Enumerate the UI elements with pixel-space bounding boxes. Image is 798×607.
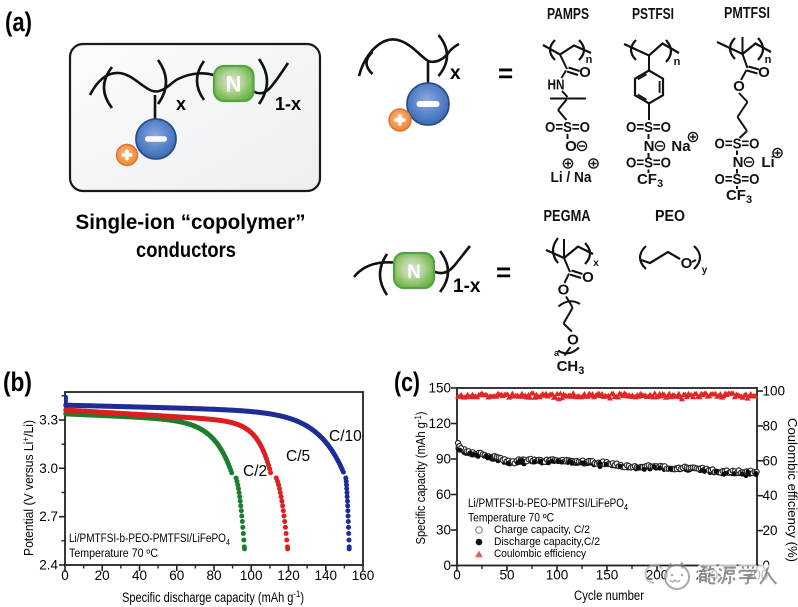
svg-text:N: N <box>407 262 421 283</box>
svg-text:20: 20 <box>95 568 110 583</box>
svg-text:60: 60 <box>169 568 184 583</box>
svg-text:0: 0 <box>61 568 69 583</box>
svg-text:Li / Na: Li / Na <box>551 169 593 186</box>
svg-text:x: x <box>450 63 461 84</box>
svg-text:C/10: C/10 <box>329 428 362 445</box>
svg-text:(c): (c) <box>394 367 420 397</box>
svg-text:0: 0 <box>443 558 451 573</box>
svg-text:3.3: 3.3 <box>39 413 58 428</box>
svg-text:(a): (a) <box>5 7 32 37</box>
svg-text:Cycle number: Cycle number <box>574 588 644 603</box>
svg-text:conductors: conductors <box>136 238 236 262</box>
svg-text:PEGMA: PEGMA <box>544 208 591 225</box>
svg-text:O=S=O: O=S=O <box>715 171 760 188</box>
svg-text:PEO: PEO <box>655 208 685 225</box>
svg-text:O=S=O: O=S=O <box>626 119 671 136</box>
svg-text:HN: HN <box>548 77 565 94</box>
svg-text:O: O <box>582 269 594 286</box>
svg-text:a: a <box>554 348 560 358</box>
svg-text:120: 120 <box>277 568 300 583</box>
svg-text:100: 100 <box>240 568 263 583</box>
svg-text:N: N <box>226 72 242 97</box>
svg-text:150: 150 <box>428 381 451 396</box>
svg-text:CF3: CF3 <box>726 187 752 206</box>
svg-text:30: 30 <box>436 523 451 538</box>
svg-text:N: N <box>644 138 655 155</box>
svg-text:y: y <box>702 265 708 276</box>
svg-text:Specific discharge capacity (m: Specific discharge capacity (mAh g-1) <box>122 589 304 605</box>
svg-text:N: N <box>733 154 744 171</box>
svg-text:CF3: CF3 <box>637 171 663 190</box>
svg-text:3.0: 3.0 <box>39 461 58 476</box>
svg-text:60: 60 <box>436 487 451 502</box>
svg-text:Na: Na <box>671 138 691 155</box>
svg-text:90: 90 <box>436 452 451 467</box>
svg-text:120: 120 <box>428 416 451 431</box>
svg-text:Single-ion “copolymer”: Single-ion “copolymer” <box>76 210 306 234</box>
svg-text:Temperature 70 ºC: Temperature 70 ºC <box>468 513 554 525</box>
svg-text:Temperature 70 ºC: Temperature 70 ºC <box>69 548 158 560</box>
svg-text:PSTFSI: PSTFSI <box>632 6 674 23</box>
svg-text:50: 50 <box>499 568 514 583</box>
svg-text:Li/PMTFSI-b-PEO-PMTFSI/LiFePO4: Li/PMTFSI-b-PEO-PMTFSI/LiFePO4 <box>69 533 230 547</box>
svg-text:Potential (V versus Li+/Li): Potential (V versus Li+/Li) <box>21 420 36 556</box>
svg-text:O=S=O: O=S=O <box>715 136 760 153</box>
svg-text:O: O <box>758 64 770 81</box>
svg-text:140: 140 <box>315 568 338 583</box>
svg-text:O: O <box>565 138 577 155</box>
svg-text:Coulombic efficiency (%): Coulombic efficiency (%) <box>785 418 798 562</box>
svg-text:n: n <box>674 56 681 68</box>
svg-text:100: 100 <box>546 568 569 583</box>
svg-text:200: 200 <box>646 568 669 583</box>
svg-text:C/2: C/2 <box>243 463 267 480</box>
svg-text:Li/PMTFSI-b-PEO-PMTFSI/LiFePO4: Li/PMTFSI-b-PEO-PMTFSI/LiFePO4 <box>468 498 628 512</box>
svg-text:C/5: C/5 <box>286 448 310 465</box>
svg-text:n: n <box>765 54 772 66</box>
svg-text:2.7: 2.7 <box>39 509 58 524</box>
svg-text:160: 160 <box>352 568 375 583</box>
svg-text:150: 150 <box>596 568 619 583</box>
svg-text:O: O <box>558 282 570 299</box>
svg-text:1-x: 1-x <box>275 94 301 114</box>
svg-text:1-x: 1-x <box>453 276 481 297</box>
svg-text:80: 80 <box>763 418 778 433</box>
svg-text:Li: Li <box>761 154 774 171</box>
svg-text:0: 0 <box>453 568 461 583</box>
svg-text:O=S=O: O=S=O <box>626 155 671 172</box>
svg-text:n: n <box>586 54 593 66</box>
svg-text:PMTFSI: PMTFSI <box>724 5 770 22</box>
svg-text:x: x <box>176 94 186 114</box>
svg-text:100: 100 <box>763 384 786 399</box>
svg-text:O: O <box>579 64 591 81</box>
svg-text:=: = <box>496 257 511 287</box>
svg-text:Specific capacity (mAh g-1): Specific capacity (mAh g-1) <box>413 412 428 545</box>
svg-text:20: 20 <box>763 523 778 538</box>
svg-text:40: 40 <box>132 568 147 583</box>
svg-text:O: O <box>567 332 579 349</box>
svg-text:(b): (b) <box>3 367 32 397</box>
svg-text:2.4: 2.4 <box>39 558 58 573</box>
svg-text:=: = <box>498 58 513 88</box>
svg-text:x: x <box>593 258 599 269</box>
svg-text:O: O <box>733 78 745 95</box>
svg-text:CH3: CH3 <box>557 358 585 377</box>
svg-text:Coulombic efficiency: Coulombic efficiency <box>494 548 586 560</box>
svg-text:PAMPS: PAMPS <box>547 6 589 23</box>
svg-text:Charge capacity, C/2: Charge capacity, C/2 <box>494 524 590 536</box>
svg-text:80: 80 <box>206 568 221 583</box>
svg-text:40: 40 <box>763 488 778 503</box>
svg-text:60: 60 <box>763 453 778 468</box>
svg-text:O=S=O: O=S=O <box>545 119 590 136</box>
svg-text:Discharge capacity,C/2: Discharge capacity,C/2 <box>494 536 600 548</box>
svg-text:O: O <box>681 255 693 272</box>
